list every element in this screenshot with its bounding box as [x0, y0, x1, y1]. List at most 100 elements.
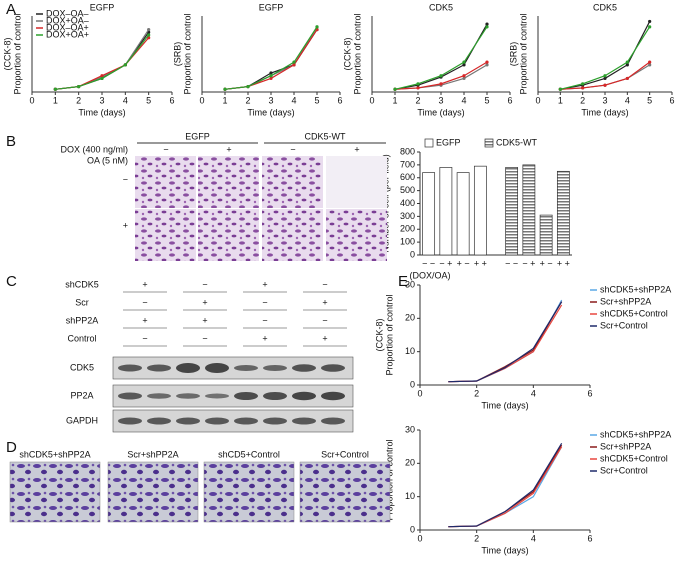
sign: − [262, 315, 267, 325]
y-tick-label: 800 [400, 146, 415, 156]
blot [112, 409, 354, 433]
x-tick-label: 4 [291, 95, 296, 105]
point [462, 63, 466, 67]
legend-swatch [424, 138, 434, 148]
y-tick-label: 200 [400, 224, 415, 234]
point [485, 22, 489, 26]
y-tick-label: 0 [410, 379, 415, 389]
point [462, 74, 466, 78]
bar [522, 164, 536, 256]
sign: − [202, 333, 207, 343]
blot-label: CDK5 [70, 362, 94, 372]
point [147, 33, 151, 37]
band [321, 417, 345, 425]
point [292, 60, 296, 64]
sign: + [322, 333, 327, 343]
sign: + [262, 279, 267, 289]
micrograph [9, 461, 101, 523]
x-tick-label: − − [505, 258, 518, 268]
group-label: CDK5-WT [305, 131, 346, 141]
row-label: shPP2A [66, 315, 99, 325]
line [224, 29, 318, 90]
legend-label: DOX–OA+ [46, 22, 89, 32]
x-tick-label: 0 [199, 95, 204, 105]
band [234, 417, 258, 425]
y-tick-label: 400 [400, 198, 415, 208]
x-tick-label: 4 [461, 95, 466, 105]
band [147, 393, 171, 399]
point [648, 60, 652, 64]
legend-label: shCDK5+Control [600, 308, 668, 318]
x-tick-label: 6 [669, 95, 674, 105]
point [269, 71, 273, 75]
legend-label: EGFP [436, 137, 461, 147]
x-axis-label: (DOX/OA) [409, 270, 450, 280]
x-tick-label: 4 [625, 95, 630, 105]
x-tick-label: 4 [531, 533, 536, 543]
y-axis-label: (SRB) [172, 42, 182, 67]
legend-label: shCDK5+shPP2A [600, 284, 671, 294]
image-label: Scr+Control [321, 449, 369, 459]
sign: + [354, 144, 359, 154]
chart-title: EGFP [259, 2, 284, 12]
sign: − [163, 144, 168, 154]
blot [112, 384, 354, 408]
line [394, 26, 488, 90]
y-tick-label: 0 [410, 249, 415, 259]
bar [473, 165, 487, 256]
line [224, 29, 318, 90]
y-tick-label: 300 [400, 211, 415, 221]
point [581, 86, 585, 90]
bar [456, 172, 470, 256]
image-label: shCDK5+shPP2A [19, 449, 90, 459]
legend-label: Scr+shPP2A [600, 296, 651, 306]
oa-label: OA (5 nM) [87, 155, 128, 165]
legend-label: DOX–OA– [46, 8, 89, 18]
x-tick-label: 2 [76, 95, 81, 105]
x-tick-label: 1 [222, 95, 227, 105]
legend-label: Scr+shPP2A [600, 441, 651, 451]
legend-label: Scr+Control [600, 465, 648, 475]
legend-swatch [484, 138, 494, 148]
x-tick-label: − + [522, 258, 535, 268]
x-tick-label: 1 [53, 95, 58, 105]
point [625, 76, 629, 81]
y-axis-label: (SRB) [508, 42, 518, 67]
band [176, 363, 200, 373]
band [118, 364, 142, 372]
band [234, 392, 258, 400]
x-tick-label: − + [439, 258, 452, 268]
x-tick-label: 6 [587, 388, 592, 398]
point [625, 60, 629, 64]
point [603, 83, 607, 87]
point [439, 82, 443, 86]
blot-label: GAPDH [66, 415, 98, 425]
point [53, 87, 57, 91]
point [246, 84, 250, 89]
x-tick-label: 5 [484, 95, 489, 105]
sign: + [142, 315, 147, 325]
bar [539, 214, 553, 256]
bar [439, 167, 453, 256]
line [55, 37, 150, 90]
y-tick-label: 0 [410, 524, 415, 534]
image-label: shCD5+Control [218, 449, 280, 459]
micrograph [198, 209, 259, 261]
micrograph [262, 156, 323, 208]
band [118, 392, 142, 400]
point [100, 76, 104, 81]
band [147, 364, 171, 372]
line [448, 304, 563, 383]
band [292, 364, 316, 372]
point [462, 60, 466, 64]
point [292, 63, 296, 67]
micrograph [326, 209, 387, 261]
band [292, 417, 316, 425]
line [448, 443, 563, 528]
y-tick-label: 700 [400, 159, 415, 169]
legend-label: DOX+OA– [46, 15, 89, 25]
x-tick-label: 6 [169, 95, 174, 105]
x-tick-label: 5 [314, 95, 319, 105]
point [439, 74, 443, 78]
